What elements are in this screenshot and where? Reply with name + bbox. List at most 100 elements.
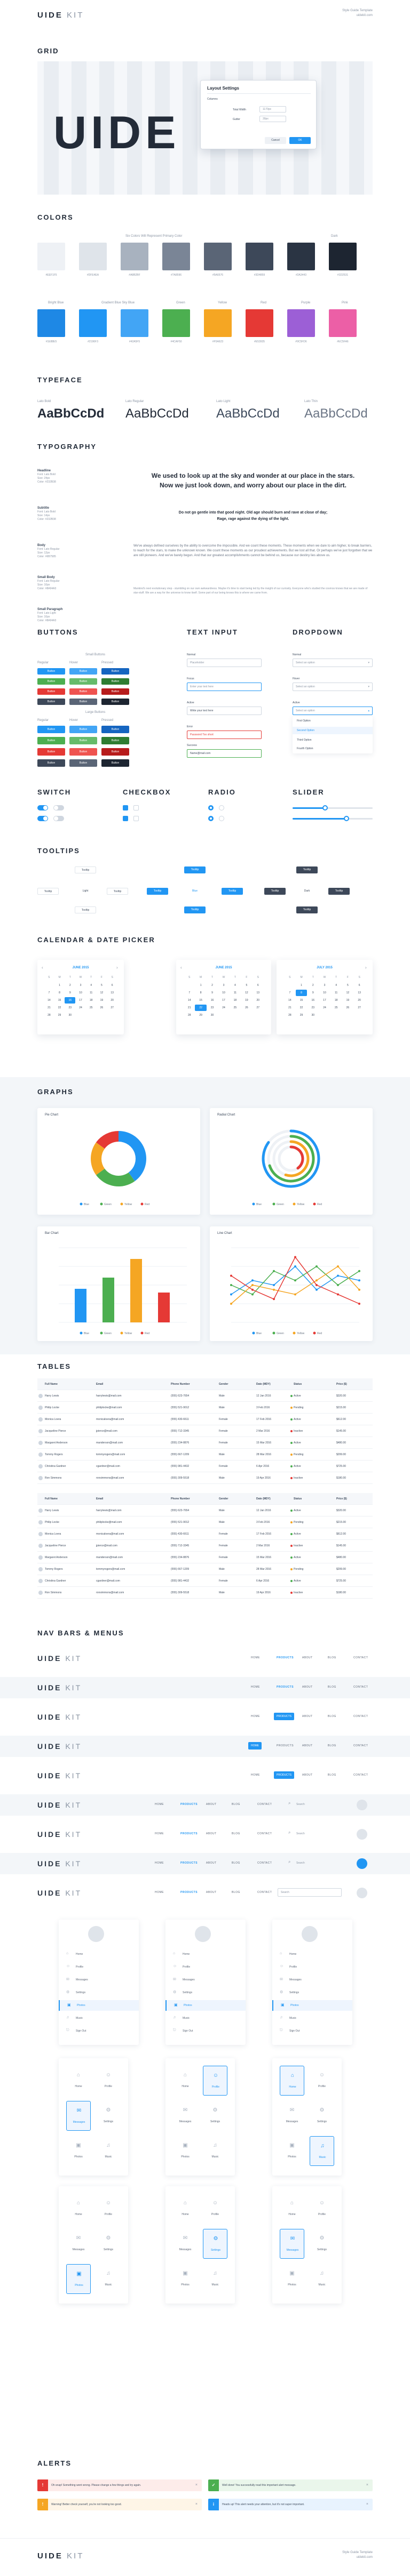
calendar-day[interactable]: 24 [79, 1006, 82, 1009]
nav-item-blog[interactable]: BLOG [328, 1686, 336, 1689]
calendar-day[interactable]: 15 [58, 999, 61, 1002]
calendar-day[interactable]: 7 [289, 991, 291, 994]
nav-item-blog[interactable]: BLOG [328, 1744, 336, 1747]
menu-tile-settings[interactable]: ⚙ Settings [310, 2229, 334, 2259]
calendar-day[interactable]: 3 [223, 984, 225, 987]
calendar-day[interactable]: 26 [100, 1006, 104, 1009]
calendar-day[interactable]: 12 [100, 991, 104, 994]
search-label[interactable]: Search [296, 1861, 305, 1865]
tooltip-trigger-blue[interactable]: Blue [192, 889, 198, 893]
avatar[interactable] [357, 1888, 367, 1898]
sample-button[interactable]: Button [69, 737, 97, 744]
calendar-day[interactable]: 5 [347, 984, 349, 987]
calendar-day[interactable]: 27 [111, 1006, 114, 1009]
nav-item-products[interactable]: PRODUCTS [277, 1744, 294, 1747]
nav-item-about[interactable]: ABOUT [302, 1773, 313, 1777]
nav-item-about[interactable]: ABOUT [302, 1715, 313, 1718]
menu-tile-photos[interactable]: ▣ Photos [66, 2136, 91, 2166]
switch-on[interactable] [37, 805, 48, 810]
nav-item-products[interactable]: PRODUCTS [277, 1686, 294, 1689]
calendar-day[interactable]: 12 [346, 991, 350, 994]
menu-tile-photos[interactable]: ▣ Photos [280, 2136, 304, 2166]
sample-button[interactable]: Button [101, 678, 129, 685]
calendar-day[interactable]: 8 [200, 991, 202, 994]
nav-item-about[interactable]: ABOUT [206, 1803, 217, 1806]
calendar-day[interactable]: 23 [68, 1006, 72, 1009]
menu-tile-settings[interactable]: ⚙ Settings [203, 2229, 227, 2259]
slider-handle[interactable] [322, 805, 328, 810]
menu-item-music[interactable]: ♫ Music [272, 2013, 352, 2024]
menu-tile-home[interactable]: ⌂ Home [173, 2066, 198, 2096]
calendar-day[interactable]: 17 [323, 999, 326, 1002]
calendar-day[interactable]: 25 [233, 1006, 237, 1009]
avatar[interactable] [195, 1926, 211, 1942]
menu-item-profile[interactable]: ☺ Profile [272, 1962, 352, 1972]
table-header-cell[interactable]: Email [96, 1497, 104, 1500]
calendar-day[interactable]: 2 [69, 984, 71, 987]
calendar-day[interactable]: 1 [59, 984, 60, 987]
total-width-input[interactable]: 1170px [259, 106, 286, 113]
calendar-day[interactable]: 11 [90, 991, 93, 994]
sample-button[interactable]: Button [69, 678, 97, 685]
calendar-day[interactable]: 30 [68, 1014, 72, 1017]
nav-item-products[interactable]: PRODUCTS [180, 1861, 198, 1865]
nav-item-about[interactable]: ABOUT [302, 1686, 313, 1689]
calendar-day[interactable]: 4 [234, 984, 236, 987]
calendar-day[interactable]: 17 [79, 999, 82, 1002]
calendar-day[interactable]: 26 [245, 1006, 248, 1009]
nav-item-blog[interactable]: BLOG [232, 1891, 240, 1894]
sample-button[interactable]: Button [37, 668, 65, 675]
menu-tile-music[interactable]: ♫ Music [203, 2264, 227, 2294]
sample-button[interactable]: Button [37, 748, 65, 756]
sample-button[interactable]: Button [37, 678, 65, 685]
table-header-cell[interactable]: Status [294, 1497, 302, 1500]
dropdown-active[interactable]: Select an option ▴ [293, 707, 373, 715]
table-row[interactable]: Jacqueline Pierce jpierce@mail.com (555) 7… [37, 1425, 373, 1437]
menu-tile-music[interactable]: ♫ Music [96, 2264, 121, 2294]
table-header-cell[interactable]: Price ($) [336, 1383, 347, 1386]
sample-button[interactable]: Button [37, 759, 65, 767]
close-icon[interactable]: × [195, 2483, 198, 2487]
calendar-day[interactable]: 10 [323, 991, 326, 994]
table-header-cell[interactable]: Phone Number [171, 1497, 190, 1500]
calendar-day[interactable]: 13 [358, 991, 361, 994]
nav-item-contact[interactable]: CONTACT [353, 1656, 368, 1659]
nav-item-contact[interactable]: CONTACT [353, 1715, 368, 1718]
table-header-cell[interactable]: Phone Number [171, 1383, 190, 1386]
nav-item-about[interactable]: ABOUT [206, 1861, 217, 1865]
checkbox-checked[interactable] [123, 816, 128, 821]
menu-item-photos[interactable]: ▣ Photos [272, 2000, 352, 2011]
nav-item-blog[interactable]: BLOG [232, 1861, 240, 1865]
menu-tile-messages[interactable]: ✉ Messages [173, 2229, 198, 2259]
menu-tile-settings[interactable]: ⚙ Settings [96, 2229, 121, 2259]
sample-button[interactable]: Button [37, 688, 65, 695]
next-month-icon[interactable]: › [116, 965, 118, 970]
sample-button[interactable]: Button [69, 699, 97, 705]
calendar-day[interactable]: 24 [323, 1006, 326, 1009]
calendar-day[interactable]: 14 [48, 999, 51, 1002]
calendar-day[interactable]: 27 [358, 1006, 361, 1009]
dropdown-option[interactable]: Fourth Option [297, 747, 313, 750]
calendar-day[interactable]: 9 [69, 991, 71, 994]
navbar-logo[interactable]: UIDE KIT [37, 1713, 82, 1721]
nav-item-home[interactable]: HOME [155, 1861, 164, 1865]
calendar-day[interactable]: 10 [79, 991, 82, 994]
table-row[interactable]: Monica Loera monicaloera@mail.com (555) 43… [37, 1414, 373, 1425]
navbar-logo[interactable]: UIDE KIT [37, 1742, 82, 1751]
nav-item-blog[interactable]: BLOG [232, 1832, 240, 1835]
checkbox-checked[interactable] [123, 805, 128, 810]
menu-item-home[interactable]: ⌂ Home [165, 1949, 246, 1960]
nav-item-home[interactable]: HOME [251, 1686, 260, 1689]
radio-selected[interactable] [208, 805, 214, 810]
nav-item-products[interactable]: PRODUCTS [180, 1832, 198, 1835]
menu-item-photos[interactable]: ▣ Photos [59, 2000, 139, 2011]
menu-item-profile[interactable]: ☺ Profile [165, 1962, 246, 1972]
table-header-cell[interactable]: Email [96, 1383, 104, 1386]
calendar-day[interactable]: 25 [89, 1006, 93, 1009]
nav-item-home[interactable]: HOME [251, 1773, 260, 1777]
nav-item-products[interactable]: PRODUCTS [274, 1771, 295, 1779]
calendar-day[interactable]: 11 [335, 991, 338, 994]
text-input-normal[interactable]: Placeholder [187, 659, 262, 667]
calendar-day[interactable]: 16 [311, 999, 315, 1002]
calendar-day[interactable]: 23 [311, 1006, 315, 1009]
